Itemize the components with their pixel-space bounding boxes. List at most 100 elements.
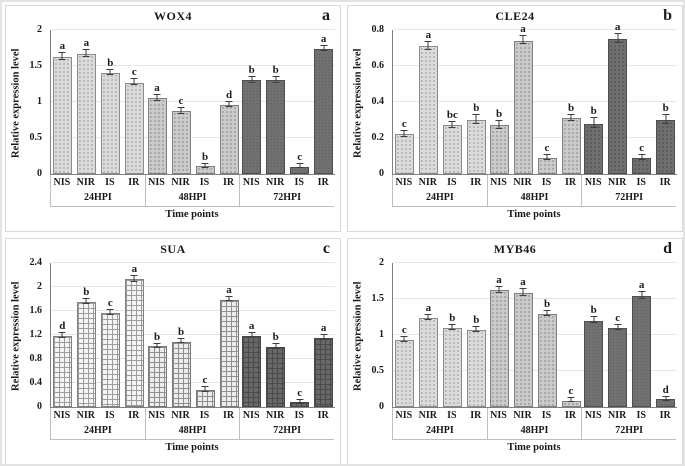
bar-48HPI-NIR [171, 111, 191, 174]
x-axis-title: Time points [165, 442, 219, 453]
condition-labels: NIS NIR IS IR [488, 175, 582, 190]
error-bar [225, 100, 233, 108]
condition-labels: NIS NIR IS IR [240, 175, 334, 190]
y-axis-ticks: 0 0.2 0.4 0.6 0.8 [348, 24, 387, 179]
bar-48HPI-IR [219, 104, 239, 174]
condition-label: IR [659, 410, 671, 421]
timepoint-label: 24HPI [425, 192, 454, 203]
bar-24HPI-IR [124, 279, 144, 407]
bar-24HPI-IR [124, 82, 144, 174]
error-bar [424, 40, 432, 50]
significance-letter: b [272, 331, 279, 344]
x-group-24HPI: NIS NIR IS IR 24HPI [392, 408, 487, 439]
timepoint-label: 72HPI [615, 425, 644, 436]
bar-slot: c [195, 263, 215, 407]
bar-slot: a [513, 24, 533, 174]
bar-group-48HPI: a a b c [488, 263, 583, 407]
x-group-48HPI: NIS NIR IS IR 48HPI [486, 175, 582, 206]
bar-slot: a [418, 29, 438, 174]
x-axis-title: Time points [507, 442, 561, 453]
x-group-72HPI: NIS NIR IS IR 72HPI [581, 408, 676, 439]
bar-groups: c a b b a a b c b c a d [393, 263, 677, 407]
y-tick-label: 0 [37, 401, 42, 412]
bar-24HPI-IS [100, 73, 120, 174]
error-bar [82, 297, 90, 305]
bar-group-24HPI: c a bc b [393, 29, 488, 174]
bar-group-48HPI: b b c a [146, 263, 241, 407]
bar-slot: c [608, 263, 628, 407]
bar-slot: a [219, 263, 239, 407]
y-tick-label: 2 [37, 281, 42, 292]
error-bar [662, 114, 670, 124]
bar-slot: c [394, 263, 414, 407]
condition-labels: NIS NIR IS IR [146, 175, 240, 190]
bar-24HPI-IR [466, 329, 486, 407]
bar-48HPI-NIR [513, 40, 533, 174]
timepoint-label: 72HPI [615, 192, 644, 203]
bar-group-24HPI: a a b c [51, 30, 146, 174]
significance-letter: a [131, 262, 138, 275]
error-bar [567, 113, 575, 121]
significance-letter: c [615, 311, 621, 324]
error-bar [519, 35, 527, 45]
bar-slot: a [124, 262, 144, 407]
condition-label: NIS [584, 410, 602, 421]
bar-48HPI-IS [537, 157, 557, 174]
bar-slot: a [314, 30, 334, 174]
error-bar [177, 337, 185, 344]
x-group-24HPI: NIS NIR IS IR 24HPI [392, 175, 487, 206]
significance-letter: c [297, 151, 303, 164]
y-tick-label: 2 [379, 257, 384, 268]
condition-label: NIR [76, 177, 95, 188]
condition-label: NIR [76, 410, 95, 421]
significance-letter: b [272, 64, 279, 77]
condition-label: IR [128, 177, 140, 188]
y-tick-label: 1.5 [29, 60, 43, 71]
timepoint-label: 72HPI [273, 192, 302, 203]
gridline [51, 101, 335, 102]
significance-letter: a [320, 32, 327, 45]
x-axis-area: NIS NIR IS IR 24HPI NIS NIR IS IR 48HPI NIS NIR IS IR… [50, 175, 334, 207]
condition-label: IS [541, 410, 552, 421]
significance-letter: a [83, 36, 90, 49]
bar-slot: b [266, 263, 286, 407]
bar-24HPI-IS [442, 125, 462, 174]
significance-letter: a [248, 319, 255, 332]
x-group-72HPI: NIS NIR IS IR 72HPI [581, 175, 676, 206]
bar-slot: d [219, 30, 239, 174]
bar-slot: c [290, 263, 310, 407]
error-bar [248, 331, 256, 338]
bar-slot: b [242, 30, 262, 174]
plot-area: d b c a b b c a a b c a [50, 262, 335, 408]
panel-letter: d [663, 240, 672, 257]
gridline [393, 137, 677, 138]
error-bar [400, 335, 408, 343]
bar-slot: a [242, 263, 262, 407]
bar-slot: d [656, 263, 676, 407]
bar-group-48HPI: a c b d [146, 30, 241, 174]
bar-24HPI-NIR [418, 46, 438, 174]
bar-48HPI-NIR [171, 341, 191, 407]
condition-labels: NIS NIR IS IR [240, 408, 334, 423]
error-bar [614, 33, 622, 43]
condition-label: IR [564, 177, 577, 188]
timepoint-label: 48HPI [178, 425, 207, 436]
significance-letter: b [201, 150, 209, 163]
condition-label: NIS [584, 177, 602, 188]
condition-label: IR [317, 177, 329, 188]
significance-letter: b [567, 101, 575, 114]
error-bar [153, 342, 161, 349]
condition-label: NIS [490, 177, 507, 188]
condition-label: IS [447, 410, 457, 421]
y-tick-label: 0.8 [29, 353, 43, 365]
gridline [51, 310, 335, 311]
gridline [51, 137, 335, 138]
condition-label: IS [199, 410, 210, 421]
bar-72HPI-NIR [266, 347, 286, 407]
bar-48HPI-NIS [489, 125, 509, 174]
error-bar [590, 117, 598, 129]
bar-group-72HPI: b c a d [582, 263, 677, 407]
plot-area: c a bc b b a c b b a c b [392, 22, 677, 175]
y-tick-label: 1.6 [29, 305, 43, 317]
